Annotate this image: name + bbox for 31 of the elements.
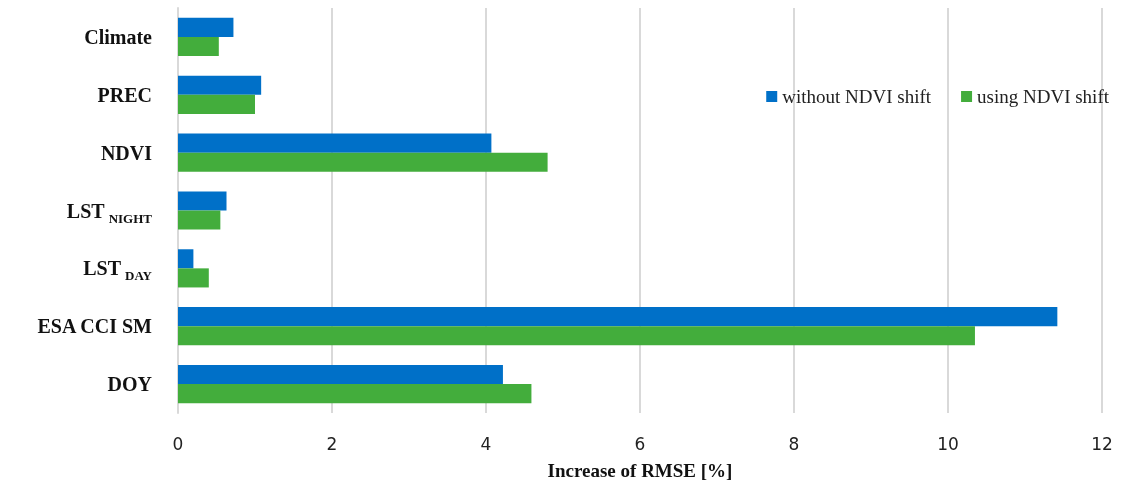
y-tick-label: NDVI [100,140,152,166]
bar [178,364,503,385]
y-tick-label: PREC [97,82,152,108]
x-tick-label: 10 [937,433,959,454]
x-tick-label: 8 [788,433,800,454]
x-tick-label: 4 [480,433,492,454]
bar [178,94,255,114]
bar [178,152,548,172]
x-tick-label: 6 [634,433,646,454]
y-tick-label: ESA CCI SM [37,314,152,340]
bar [178,210,221,230]
x-tick-label: 12 [1091,433,1113,454]
bar [178,326,975,346]
legend-label: using NDVI shift [977,86,1110,107]
bar [178,133,492,153]
bar [178,268,209,288]
x-tick-label: 0 [172,433,184,454]
bar [178,249,194,269]
bar [178,75,262,95]
bar [178,17,234,37]
y-tick-label: DOY [107,372,152,398]
bar [178,36,219,57]
y-tick-label: LST$_{NIGHT}$ [66,198,152,228]
bar [178,191,227,211]
x-axis-title: Increase of RMSE [%] [547,460,733,481]
bar [178,307,1058,327]
x-tick-label: 2 [326,433,338,454]
y-tick-label: Climate [84,24,152,50]
y-tick-label: LST$_{DAY}$ [83,256,152,286]
bar [178,384,532,404]
legend-label: without NDVI shift [782,86,932,107]
